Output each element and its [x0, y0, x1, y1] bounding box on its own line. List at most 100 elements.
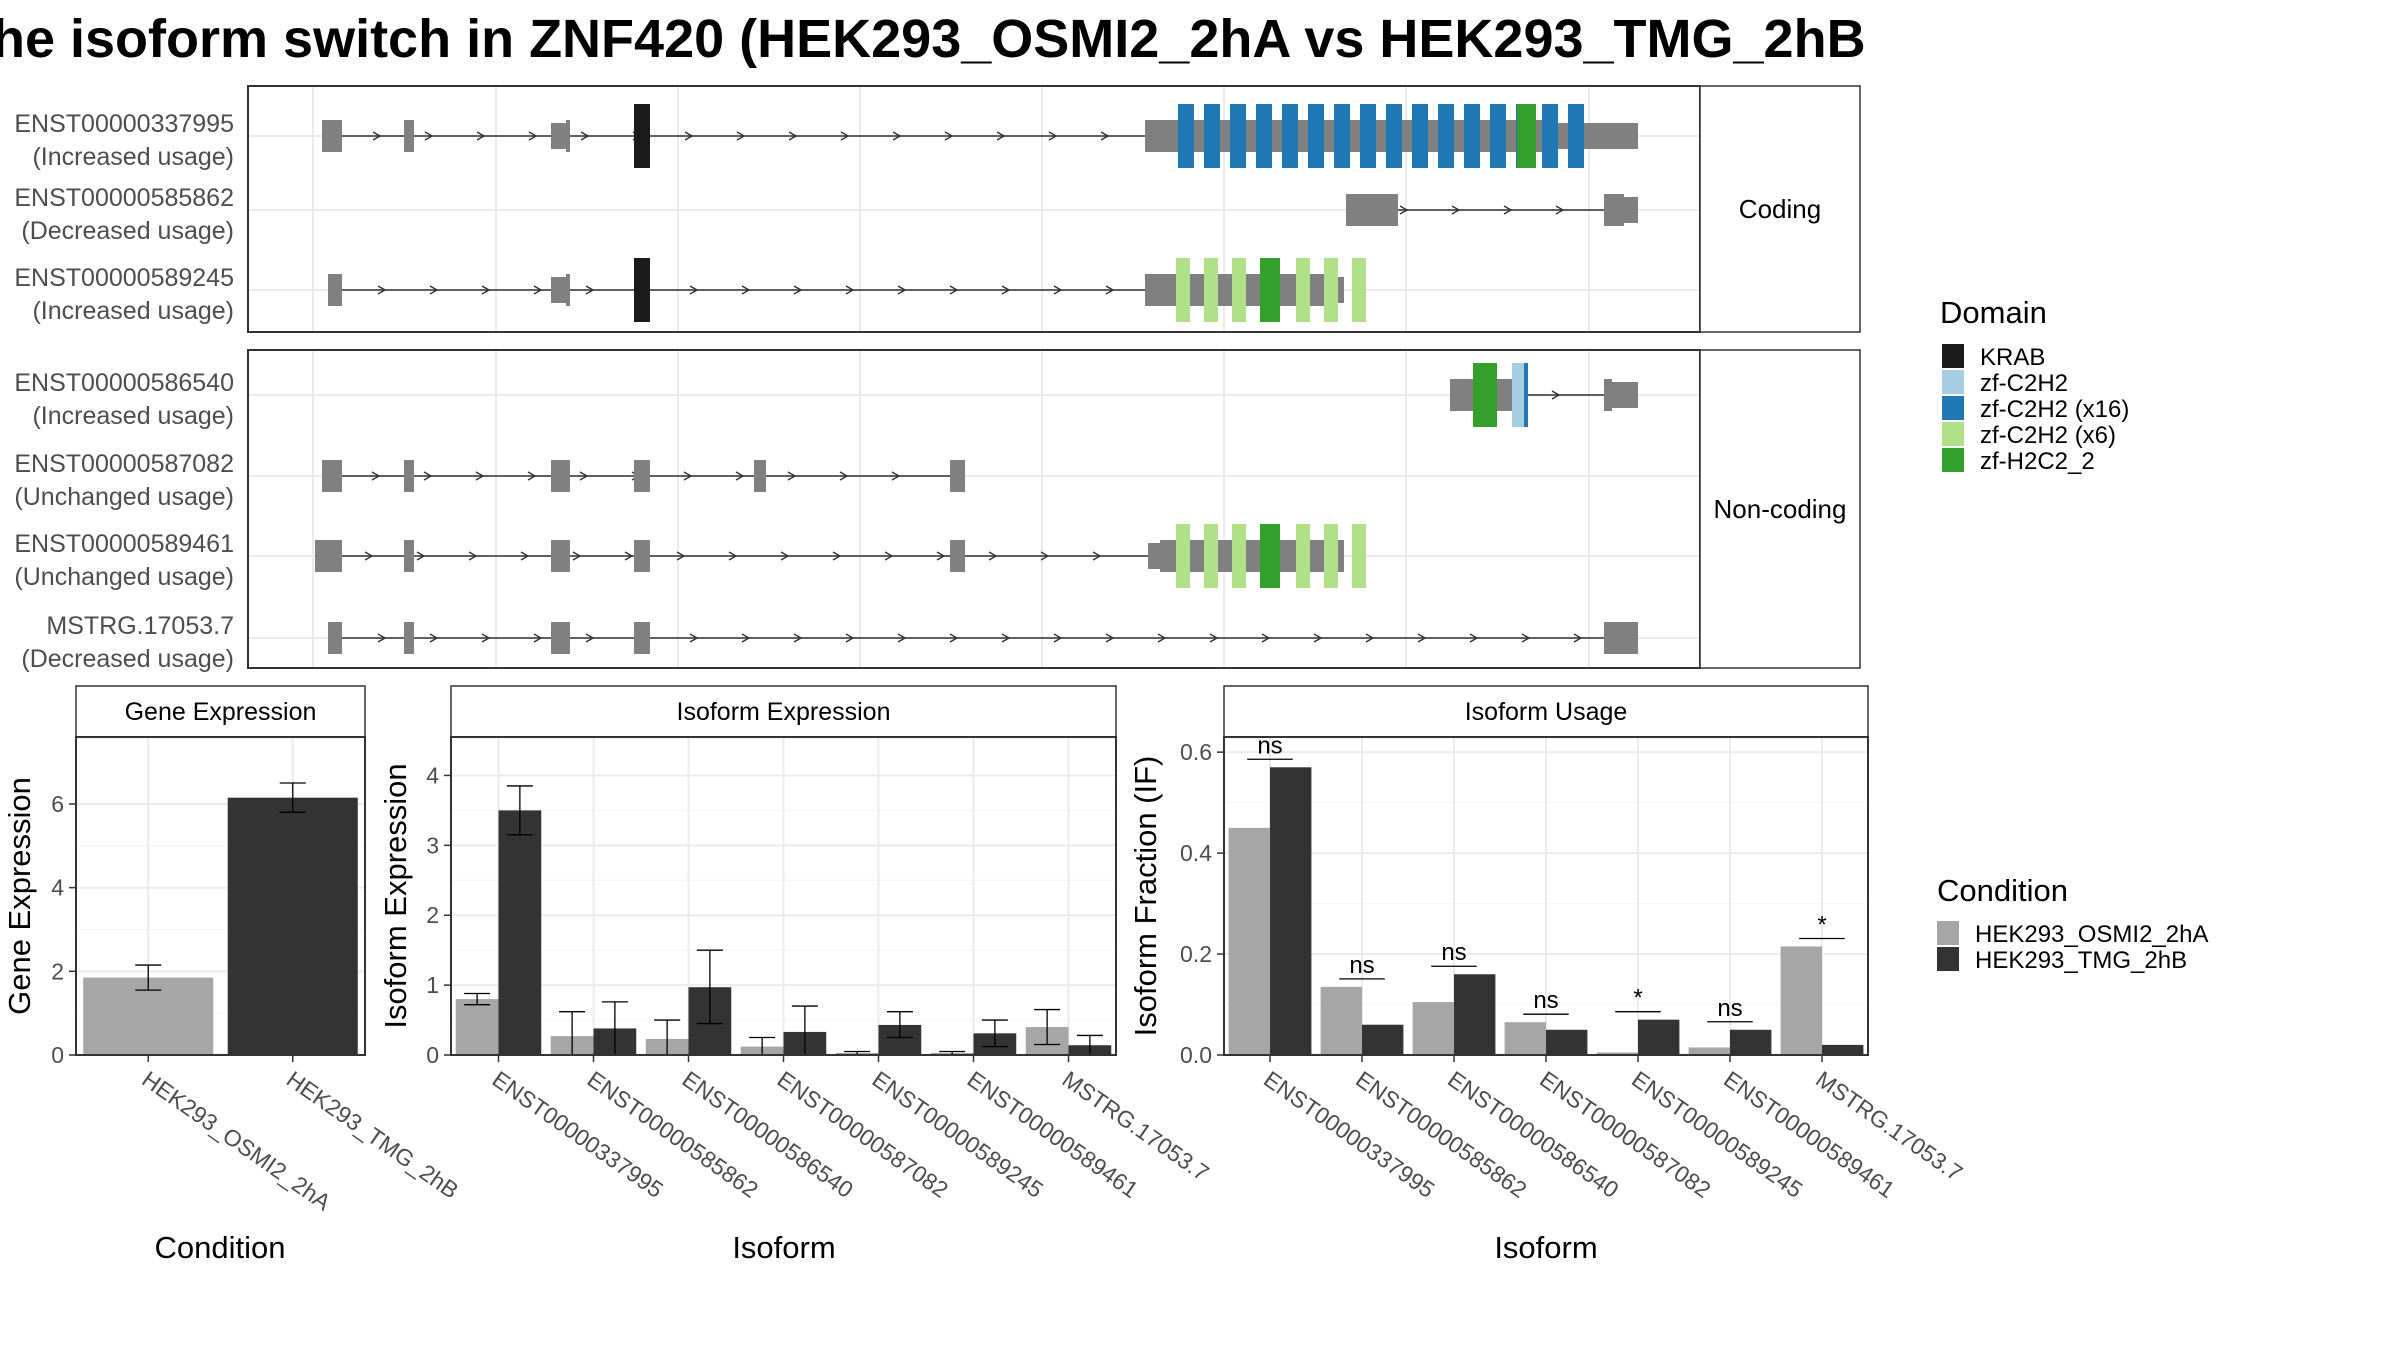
strand-arrow — [1040, 551, 1050, 561]
exon — [551, 277, 566, 303]
iso-strip-title: Isoform Expression — [677, 698, 891, 726]
iso-x-axis-title: Isoform — [732, 1230, 835, 1265]
iso-bar — [455, 999, 499, 1055]
strand-arrow — [676, 551, 686, 561]
gene-bar — [227, 797, 358, 1055]
strand-arrow — [1048, 131, 1058, 141]
exon — [754, 460, 766, 492]
strand-arrow — [429, 285, 439, 295]
exon — [315, 540, 342, 572]
y-tick-label: 0.6 — [1180, 739, 1212, 765]
strand-arrow — [1001, 633, 1011, 643]
exon — [322, 460, 342, 492]
exon — [566, 120, 570, 152]
domain-block — [1232, 258, 1246, 322]
strand-arrow — [624, 551, 634, 561]
exon — [551, 460, 570, 492]
transcript-usage: (Unchanged usage) — [14, 483, 234, 511]
strand-arrow — [728, 551, 738, 561]
exon — [634, 540, 650, 572]
y-tick-label: 0.4 — [1180, 840, 1212, 866]
usage-bar — [1270, 767, 1312, 1055]
strand-arrow — [372, 131, 382, 141]
significance-label: * — [1817, 911, 1826, 938]
strand-arrow — [481, 633, 491, 643]
strand-arrow — [520, 551, 530, 561]
significance-label: ns — [1349, 952, 1374, 979]
transcript-id: MSTRG.17053.7 — [46, 612, 234, 640]
transcript-id: ENST00000586540 — [14, 369, 234, 397]
usage-bar — [1780, 946, 1822, 1055]
condition-legend-title: Condition — [1937, 873, 2068, 908]
iso-y-axis-title: Isoform Expression — [378, 763, 413, 1028]
transcript-usage: (Increased usage) — [32, 143, 234, 171]
transcript-usage: (Unchanged usage) — [14, 563, 234, 591]
strand-arrow — [424, 131, 434, 141]
usage-bar — [1596, 1052, 1638, 1055]
domain-block — [1296, 258, 1310, 322]
strand-arrow — [936, 551, 946, 561]
gene-y-axis-title: Gene Expression — [2, 777, 37, 1015]
gene-expression-panel: Gene Expression0246HEK293_OSMI2_2hAHEK29… — [2, 685, 463, 1265]
domain-legend-label: zf-C2H2 (x6) — [1980, 422, 2116, 449]
x-tick-label: ENST00000337995 — [488, 1066, 668, 1203]
domain-legend-swatch — [1942, 448, 1964, 472]
transcript-usage: (Decreased usage) — [21, 217, 234, 245]
domain-block — [1204, 104, 1220, 168]
domain-block — [1412, 104, 1428, 168]
domain-block — [1512, 363, 1526, 427]
strand-arrow — [780, 551, 790, 561]
strand-arrow — [533, 633, 543, 643]
exon — [404, 120, 414, 152]
isoform-usage-panel: Isoform Usage 0.0 0.2 0.4 0.6 ns ENST000003379… — [1128, 685, 1967, 1265]
condition-legend-swatch — [1937, 947, 1959, 971]
strand-arrow — [988, 551, 998, 561]
domain-block — [1568, 104, 1584, 168]
domain-legend-label: zf-C2H2 (x16) — [1980, 396, 2129, 423]
significance-label: ns — [1717, 995, 1742, 1022]
usage-bar — [1454, 974, 1496, 1055]
strand-arrow — [793, 633, 803, 643]
strand-arrow — [1521, 633, 1531, 643]
transcript-id: ENST00000587082 — [14, 450, 234, 478]
coding-strip-box — [1699, 85, 1861, 333]
usage-bar — [1638, 1019, 1680, 1055]
domain-block — [634, 258, 650, 322]
transcript-id: ENST00000337995 — [14, 110, 234, 138]
strand-arrow — [1105, 285, 1115, 295]
domain-block — [1490, 104, 1506, 168]
strand-arrow — [1001, 285, 1011, 295]
strand-arrow — [897, 285, 907, 295]
strand-arrow — [1573, 633, 1583, 643]
domain-block — [1178, 104, 1194, 168]
exon — [551, 622, 570, 654]
usage-bar — [1546, 1029, 1588, 1055]
exon — [634, 622, 650, 654]
noncoding-strip-label: Non-coding — [1714, 494, 1847, 524]
exon — [950, 460, 965, 492]
strand-arrow — [585, 285, 595, 295]
strand-arrow — [897, 633, 907, 643]
coding-strip-label: Coding — [1739, 194, 1821, 224]
y-tick-label: 0.2 — [1180, 941, 1212, 967]
strand-arrow — [528, 131, 538, 141]
strand-arrow — [429, 633, 439, 643]
x-tick-label: ENST00000589245 — [868, 1066, 1048, 1203]
domain-block — [1230, 104, 1246, 168]
y-tick-label: 3 — [426, 832, 439, 858]
exon — [1604, 622, 1638, 654]
strand-arrow — [788, 131, 798, 141]
usage-bar — [1730, 1029, 1772, 1055]
transcript-id: ENST00000589461 — [14, 530, 234, 558]
usage-strip — [1223, 685, 1869, 738]
domain-legend-label: KRAB — [1980, 344, 2045, 371]
domain-block — [1324, 258, 1338, 322]
strand-arrow — [735, 471, 745, 481]
exon — [634, 460, 650, 492]
strand-arrow — [689, 285, 699, 295]
strand-arrow — [585, 633, 595, 643]
exon — [322, 120, 342, 152]
usage-y-axis-title: Isoform Fraction (IF) — [1128, 756, 1163, 1037]
strand-arrow — [840, 131, 850, 141]
